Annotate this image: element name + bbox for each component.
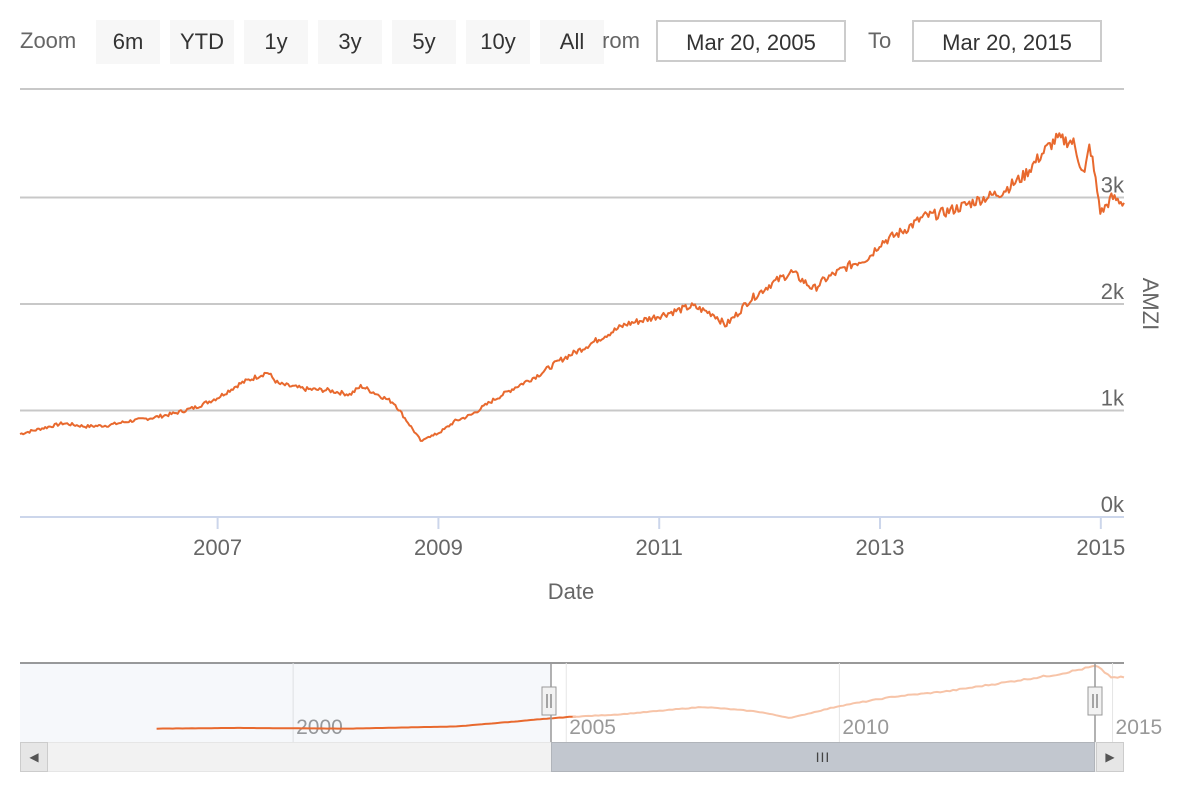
navigator-outside-mask [20,663,551,742]
zoom-6m-button[interactable]: 6m [96,20,160,64]
to-label: To [868,28,892,53]
navigator-left-handle[interactable] [541,686,557,716]
to-date-input[interactable]: Mar 20, 2015 [912,20,1102,62]
zoom-10y-button[interactable]: 10y [466,20,530,64]
x-tick-label: 2015 [1076,535,1125,560]
series-group [19,132,1125,442]
navigator[interactable]: 2000200520102015 [20,662,1163,742]
y-axis-title: AMZI [1138,278,1163,331]
navigator-series-line-faded [572,664,1125,719]
scrollbar-left-arrow[interactable]: ◀ [20,742,48,772]
y-tick-label: 1k [1101,386,1125,411]
from-label: From [602,28,640,53]
navigator-tick-label: 2010 [842,716,889,739]
x-tick-label: 2009 [414,535,463,560]
series-line [19,132,1125,442]
x-tick-label: 2013 [856,535,905,560]
x-axis-ticks: 2007 2009 2011 2013 2015 [193,517,1125,560]
y-gridlines [20,196,1124,412]
zoom-3y-button[interactable]: 3y [318,20,382,64]
navigator-series-group [156,664,1125,730]
navigator-tick-label: 2005 [569,716,616,739]
zoom-label: Zoom [20,28,77,53]
from-date-input[interactable]: Mar 20, 2005 [656,20,846,62]
navigator-tick-label: 2015 [1116,716,1163,739]
zoom-ytd-button[interactable]: YTD [170,20,234,64]
zoom-all-button[interactable]: All [540,20,604,64]
navigator-series-line [156,715,576,730]
x-tick-label: 2011 [636,535,683,560]
x-tick-label: 2007 [193,535,242,560]
zoom-5y-button[interactable]: 5y [392,20,456,64]
scrollbar-thumb[interactable]: III [551,742,1095,772]
y-axis-ticks: 0k 1k 2k 3k [1101,173,1125,518]
scrollbar-right-arrow[interactable]: ▶ [1096,742,1124,772]
navigator-right-handle[interactable] [1087,686,1103,716]
zoom-1y-button[interactable]: 1y [244,20,308,64]
y-tick-label: 0k [1101,492,1125,517]
y-tick-label: 3k [1101,173,1125,198]
x-axis-title: Date [548,579,594,604]
y-tick-label: 2k [1101,279,1125,304]
